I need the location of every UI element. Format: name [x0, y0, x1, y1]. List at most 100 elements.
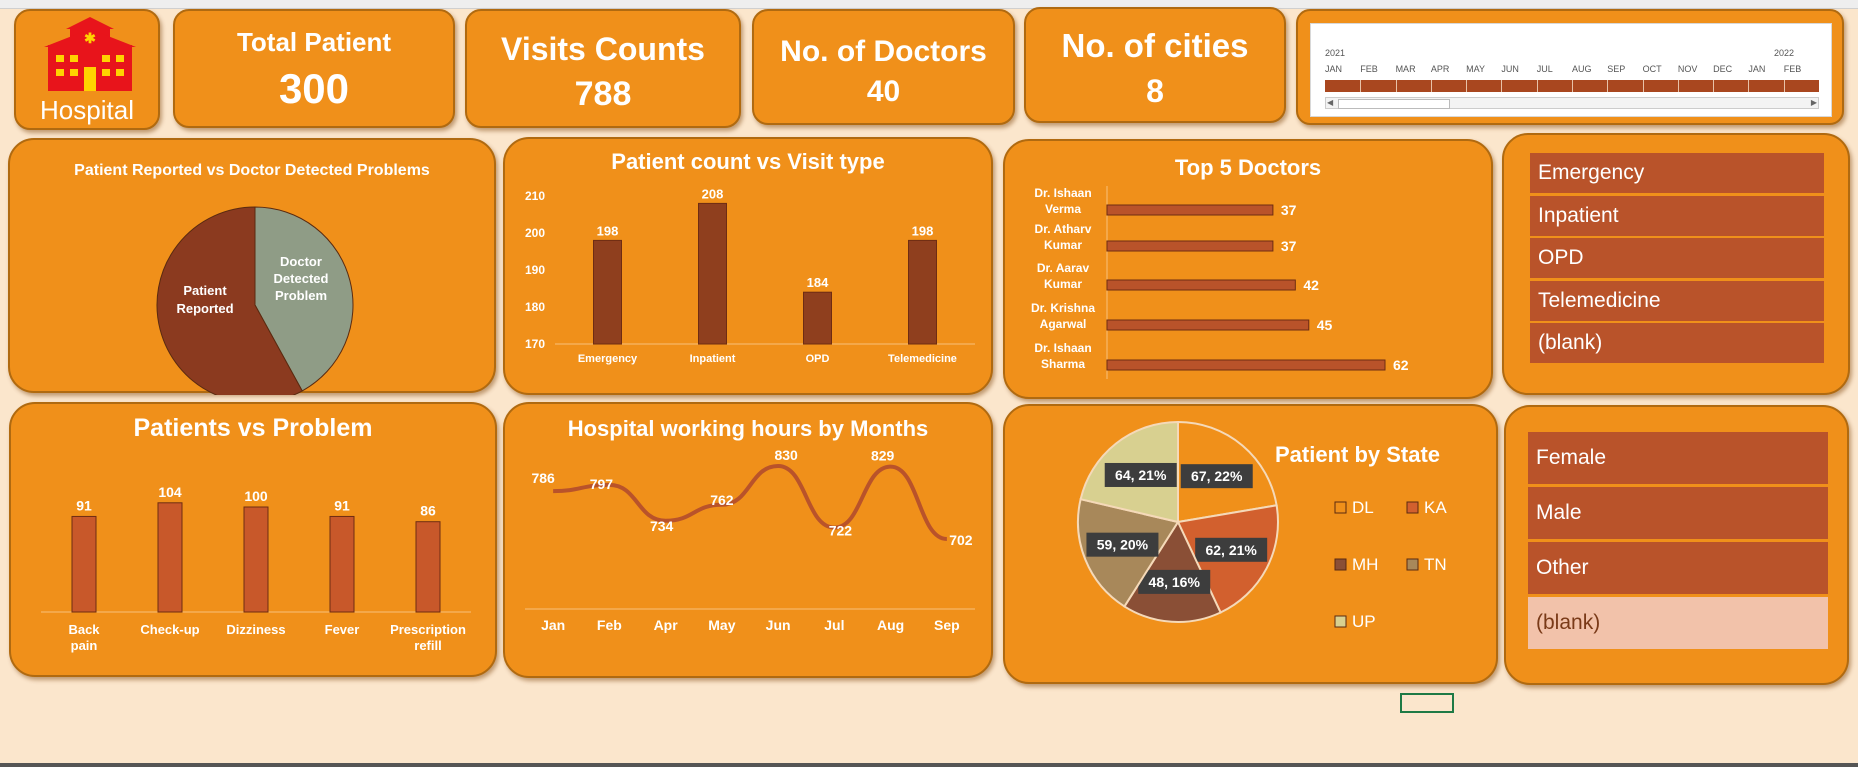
problem-data-label: 86: [420, 503, 436, 519]
timeline-month-label: DEC: [1713, 64, 1733, 74]
visit-slicer-item[interactable]: Telemedicine: [1530, 281, 1824, 321]
visit-type-category-label: Telemedicine: [888, 353, 957, 365]
timeline-month-label: FEB: [1360, 64, 1378, 74]
working-hours-data-label: 797: [590, 476, 614, 492]
timeline-month-label: JAN: [1748, 64, 1766, 74]
gender-slicer: Female Male Other (blank): [1504, 405, 1849, 685]
doctor-name-label: Kumar: [1044, 238, 1082, 252]
working-hours-month-label: Feb: [597, 617, 622, 633]
visit-type-slicer: Emergency Inpatient OPD Telemedicine (blank): [1502, 133, 1850, 395]
doctor-data-label: 37: [1281, 238, 1297, 254]
working-hours-data-label: 762: [710, 492, 734, 508]
pie-label-doctor-detected-2: Detected: [274, 271, 329, 286]
working-hours-data-label: 702: [949, 532, 973, 548]
svg-text:✱: ✱: [84, 30, 96, 46]
timeline-tick: [1430, 80, 1432, 92]
working-hours-data-label: 786: [531, 470, 555, 486]
timeline-tick: [1395, 80, 1397, 92]
timeline-month-label: MAR: [1395, 64, 1416, 74]
state-data-label: 64, 21%: [1115, 467, 1167, 483]
working-hours-title: Hospital working hours by Months: [567, 416, 929, 441]
doctor-name-label: Kumar: [1044, 277, 1082, 291]
visit-type-category-label: OPD: [806, 353, 830, 365]
state-legend-swatch: [1334, 558, 1347, 571]
problem-bar: [71, 515, 97, 613]
doctor-name-label: Dr. Atharv: [1035, 222, 1092, 236]
doctor-data-label: 42: [1303, 277, 1319, 293]
doctor-bar: [1106, 240, 1274, 252]
timeline-month-label: NOV: [1677, 64, 1698, 74]
no-of-doctors-value: 40: [866, 75, 901, 108]
pie-label-patient-reported: Patient: [183, 283, 227, 298]
state-label-box: [1086, 532, 1159, 557]
timeline-month-label: APR: [1430, 64, 1450, 74]
problem-bar: [329, 515, 355, 613]
top-doctors-chart: Dr. Ishaan Verma 37 Dr. Atharv Kumar 37 Dr. Aa…: [1031, 186, 1409, 379]
timeline-tick: [1501, 80, 1503, 92]
working-hours-card: Hospital working hours by Months 786 Jan 7…: [503, 402, 993, 678]
timeline-tick: [1783, 80, 1785, 92]
hospital-icon: ✱: [44, 17, 136, 91]
visit-slicer-item[interactable]: OPD: [1530, 238, 1824, 278]
problem-category-label: Fever: [325, 622, 360, 637]
problem-data-label: 104: [158, 484, 182, 500]
sheet-header-strip: [0, 0, 1858, 9]
visit-type-chart: 170 180 190 200 210 198 Emergency 208 Inpatient 1…: [525, 186, 975, 365]
patient-state-chart: 67, 22% 62, 21%48, 16% 59, 20% 64, 21% DL KA M…: [1077, 420, 1447, 631]
visit-type-data-label: 184: [807, 275, 829, 290]
visits-counts-value: 788: [574, 75, 632, 113]
total-patient-card: Total Patient 300: [173, 9, 455, 128]
working-hours-month-label: Jun: [766, 617, 791, 633]
visit-type-title: Patient count vs Visit type: [611, 149, 885, 174]
doctor-bar: [1106, 359, 1386, 371]
doctor-name-label: Verma: [1045, 202, 1081, 216]
problem-category-label: Check-up: [140, 622, 199, 637]
doctor-name-label: Agarwal: [1040, 317, 1087, 331]
problems-pie-chart: Patient Reported Doctor Detected Problem: [156, 206, 354, 395]
total-patient-value: 300: [278, 65, 350, 112]
scroll-left-arrow-icon[interactable]: ◀: [1327, 98, 1334, 107]
state-legend-swatch: [1406, 501, 1419, 514]
visit-type-bar: [593, 239, 622, 345]
gender-slicer-item[interactable]: (blank): [1528, 597, 1828, 649]
top-doctors-title: Top 5 Doctors: [1174, 155, 1322, 180]
working-hours-data-label: 734: [650, 518, 674, 534]
timeline-month-label: JUN: [1501, 64, 1519, 74]
working-hours-chart: 786 Jan 797 Feb 734 Apr 762 May 830 Jun 722 Jul 829 A…: [525, 447, 975, 633]
timeline-year-2021: 2021: [1325, 48, 1346, 58]
selected-cell-indicator[interactable]: [1400, 693, 1454, 713]
timeline-month-label: FEB: [1783, 64, 1802, 74]
timeline-month-label: MAY: [1466, 64, 1485, 74]
timeline-slicer[interactable]: 2021 2022 JAN FEB MAR APR MAY JUN JUL AUG SEP OCT…: [1310, 23, 1832, 117]
visit-slicer-item[interactable]: Inpatient: [1530, 196, 1824, 236]
timeline-month-label: JUL: [1536, 64, 1553, 74]
timeline-month-label: SEP: [1607, 64, 1626, 74]
visit-type-ytick: 200: [525, 226, 545, 240]
gender-slicer-item[interactable]: Other: [1528, 542, 1828, 594]
working-hours-month-label: Sep: [934, 617, 960, 633]
scroll-right-arrow-icon[interactable]: ▶: [1810, 98, 1817, 107]
state-legend-swatch: [1334, 501, 1347, 514]
timeline-tick: [1466, 80, 1468, 92]
visit-type-bar: [803, 291, 832, 345]
visit-type-category-label: Emergency: [578, 353, 638, 365]
problem-category-label: refill: [414, 638, 441, 653]
visit-slicer-item[interactable]: Emergency: [1530, 153, 1824, 193]
scroll-thumb[interactable]: [1338, 99, 1450, 109]
doctor-name-label: Dr. Ishaan: [1034, 186, 1091, 200]
doctor-bar: [1106, 279, 1296, 291]
timeline-tick: [1607, 80, 1609, 92]
doctor-name-label: Dr. Aarav: [1037, 261, 1090, 275]
gender-slicer-item[interactable]: Male: [1528, 487, 1828, 539]
problems-pie-card: Patient Reported vs Doctor Detected Prob…: [8, 138, 496, 395]
visit-slicer-item[interactable]: (blank): [1530, 323, 1824, 363]
visits-counts-label: Visits Counts: [501, 31, 705, 67]
patient-state-title: Patient by State: [1275, 442, 1441, 467]
total-patient-label: Total Patient: [236, 27, 392, 57]
pie-label-doctor-detected-3: Problem: [275, 288, 327, 303]
hospital-logo-card: ✱ Hospital: [14, 9, 160, 130]
gender-slicer-item[interactable]: Female: [1528, 432, 1828, 484]
state-legend-label: TN: [1424, 555, 1447, 574]
timeline-scrollbar[interactable]: ◀ ▶: [1325, 97, 1819, 109]
